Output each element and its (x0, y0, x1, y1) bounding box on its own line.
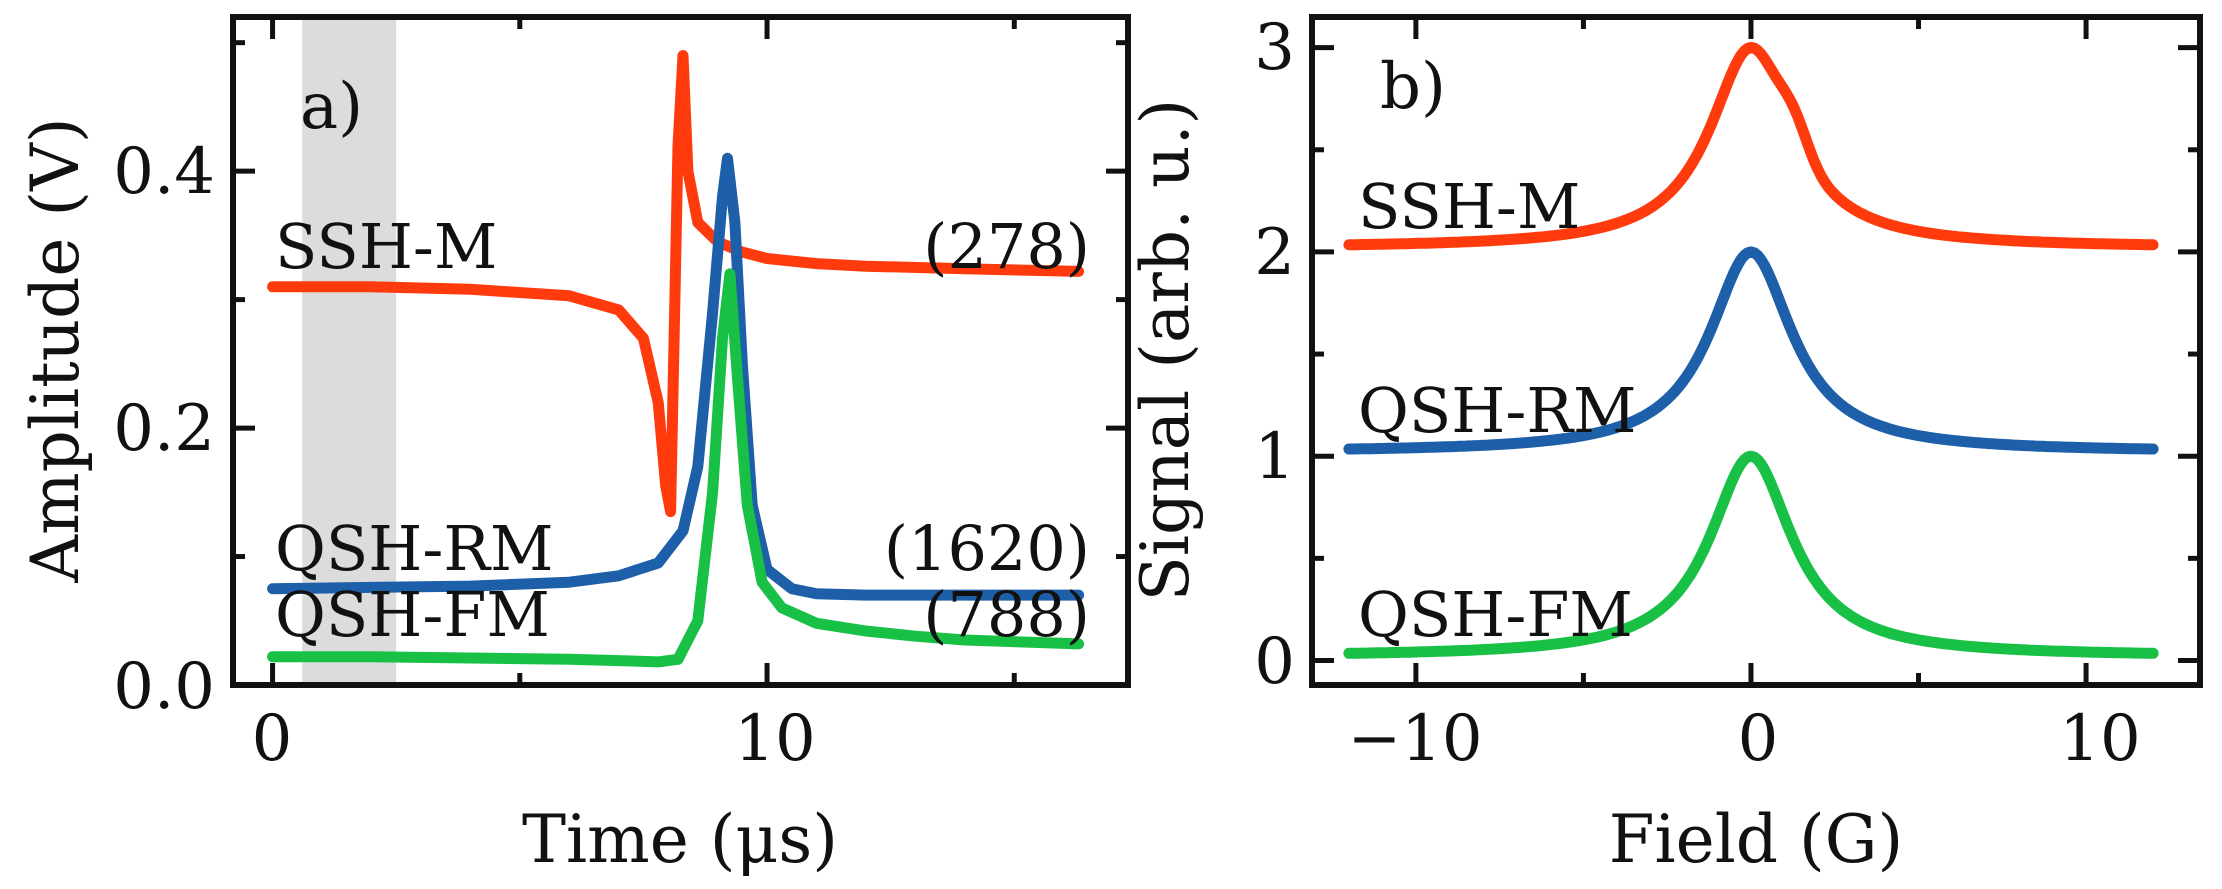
panel-b-label: b) (1380, 50, 1446, 124)
panel-a-ticks (233, 17, 1128, 688)
panel-b-series-ssh-m (1343, 41, 2159, 251)
panel-a-ytick-label: 0.2 (113, 392, 215, 466)
panel-a-xlabel: Time (μs) (522, 801, 838, 878)
panel-a-label: a) (300, 70, 363, 144)
panel-a-curves (267, 50, 1085, 668)
panel-b-ytick-label: 3 (1254, 11, 1295, 85)
panel-b-ytick-label: 0 (1254, 625, 1295, 699)
panel-a-frame (230, 14, 1131, 688)
panel-a-count-qsh-rm: (1620) (884, 512, 1090, 585)
panel-b-series-label-qsh-rm: QSH-RM (1358, 374, 1637, 447)
panel-b-curves (1343, 41, 2159, 659)
panel-a-series-label-qsh-fm: QSH-FM (275, 578, 550, 651)
panel-b: 0 1 2 3 −10 0 10 Field (G) Signal (arb. … (1127, 11, 2203, 878)
panel-b-xtick-label: 0 (1738, 702, 1779, 776)
panel-b-series-qsh-fm (1343, 450, 2159, 659)
panel-a-ytick-label: 0.0 (113, 650, 215, 724)
panel-a-series-qsh-rm (267, 152, 1085, 601)
panel-b-xtick-label: −10 (1347, 702, 1482, 776)
panel-b-ytick-label: 2 (1254, 216, 1295, 290)
panel-b-ytick-label: 1 (1254, 420, 1295, 494)
panel-a-series-ssh-m (267, 50, 1085, 518)
panel-a-xtick-label: 10 (734, 702, 815, 776)
panel-a-xtick-label: 0 (252, 702, 293, 776)
panel-a-series-qsh-fm (267, 268, 1085, 668)
panel-b-series-label-ssh-m: SSH-M (1358, 170, 1580, 243)
panel-a-count-ssh-m: (278) (923, 210, 1090, 283)
panel-b-frame (1309, 14, 2203, 688)
panel-a-series-label-qsh-rm: QSH-RM (275, 512, 554, 585)
panel-a-ytick-label: 0.4 (113, 135, 215, 209)
panel-a-series-label-ssh-m: SSH-M (275, 210, 497, 283)
panel-b-ticks (1312, 17, 2200, 685)
panel-a-count-qsh-fm: (788) (923, 578, 1090, 651)
panel-b-xtick-label: 10 (2059, 702, 2140, 776)
panel-b-series-label-qsh-fm: QSH-FM (1358, 578, 1633, 651)
panel-b-series-qsh-rm (1343, 246, 2159, 455)
panel-a-shaded-region (302, 20, 397, 685)
panel-b-xlabel: Field (G) (1609, 801, 1904, 878)
panel-b-ylabel: Signal (arb. u.) (1127, 99, 1204, 602)
panel-a-ylabel: Amplitude (V) (17, 117, 94, 583)
panel-a: 0.0 0.2 0.4 0 10 Time (μs) Amplitude (V)… (17, 14, 1131, 878)
